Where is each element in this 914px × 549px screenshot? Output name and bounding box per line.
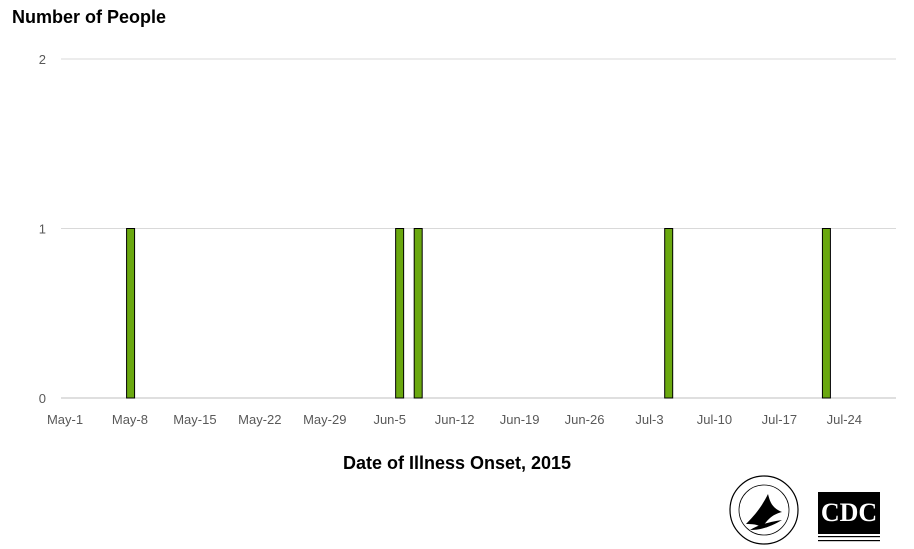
x-tick-label: May-29 [303, 412, 346, 427]
bar [822, 229, 830, 399]
x-tick-label: Jul-10 [697, 412, 732, 427]
x-tick-label: May-1 [47, 412, 83, 427]
x-tick-label: May-8 [112, 412, 148, 427]
y-tick-label: 1 [39, 222, 46, 237]
cdc-logo: CDC [818, 492, 880, 541]
x-tick-label: Jul-17 [762, 412, 797, 427]
hhs-logo [730, 476, 798, 544]
x-axis-title: Date of Illness Onset, 2015 [0, 453, 914, 474]
bar [396, 229, 404, 399]
y-tick-label: 2 [39, 52, 46, 67]
x-tick-label: Jun-26 [565, 412, 605, 427]
agency-logos: CDC [728, 472, 888, 548]
bar [414, 229, 422, 399]
x-tick-label: Jun-12 [435, 412, 475, 427]
x-tick-label: Jul-3 [635, 412, 663, 427]
y-tick-label: 0 [39, 391, 46, 406]
x-tick-label: May-22 [238, 412, 281, 427]
bar [665, 229, 673, 399]
x-tick-label: Jun-5 [373, 412, 406, 427]
x-tick-label: May-15 [173, 412, 216, 427]
bar [127, 229, 135, 399]
x-tick-label: Jul-24 [827, 412, 862, 427]
x-tick-label: Jun-19 [500, 412, 540, 427]
cdc-logo-text: CDC [821, 498, 877, 527]
